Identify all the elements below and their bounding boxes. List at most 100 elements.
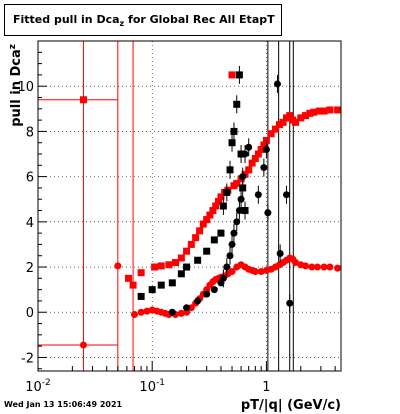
black-mean-point — [203, 290, 211, 298]
black-mean-point — [260, 164, 268, 172]
red-mean-point — [251, 268, 259, 276]
red-sigma-point — [228, 71, 236, 79]
black-sigma-point — [148, 286, 156, 294]
red-mean-point — [320, 263, 328, 271]
x-tick-label-base: 10 — [25, 380, 42, 395]
black-mean-point — [233, 218, 241, 226]
red-sigma-point — [310, 108, 318, 116]
red-sigma-point — [279, 118, 287, 126]
black-sigma-point — [217, 229, 225, 237]
red-sigma-point — [248, 159, 256, 167]
black-sigma-point — [177, 270, 185, 278]
black-sigma-point — [194, 256, 202, 264]
black-sigma-point — [223, 188, 231, 196]
red-sigma-point — [286, 112, 294, 120]
black-sigma-point — [230, 127, 238, 135]
y-axis-label: pull in Dcaz — [8, 44, 24, 127]
black-sigma-point — [241, 207, 249, 215]
red-sigma-point — [214, 197, 222, 205]
chart-title: Fitted pull in Dcaz for Global Rec All E… — [4, 4, 282, 36]
y-tick-label: 8 — [26, 125, 34, 140]
black-sigma-point — [239, 184, 247, 192]
black-sigma-point — [168, 279, 176, 287]
red-sigma-point — [315, 107, 323, 115]
red-mean-point — [143, 307, 151, 315]
black-mean-point — [237, 195, 245, 203]
red-sigma-point — [192, 234, 200, 242]
black-mean-point — [168, 308, 176, 316]
black-mean-point — [262, 145, 270, 153]
black-sigma-point — [137, 292, 145, 300]
red-mean-point — [137, 308, 145, 316]
black-mean-point — [239, 173, 247, 181]
black-mean-point — [286, 299, 294, 307]
plot-frame — [37, 40, 342, 372]
red-mean-point — [131, 310, 139, 318]
red-sigma-point — [260, 141, 268, 149]
red-sigma-point — [212, 202, 220, 210]
black-mean-point — [273, 80, 281, 88]
y-tick-label: 4 — [26, 216, 34, 231]
red-mean-point — [177, 309, 185, 317]
x-tick-label: 10-2 — [25, 378, 51, 395]
black-mean-point — [228, 240, 236, 248]
red-sigma-point — [233, 179, 241, 187]
black-mean-point — [219, 274, 227, 282]
black-sigma-point — [203, 247, 211, 255]
y-tick-label: -2 — [21, 351, 34, 366]
red-sigma-point — [302, 112, 310, 120]
red-sigma-point — [262, 136, 270, 144]
black-sigma-point — [235, 71, 243, 79]
chart-title-main: Fitted pull in Dca — [13, 13, 120, 26]
red-mean-point — [228, 268, 236, 276]
red-mean-point — [308, 263, 316, 271]
red-sigma-point — [124, 274, 132, 282]
black-mean-point — [183, 304, 191, 312]
black-mean-point — [210, 286, 218, 294]
red-sigma-point — [165, 261, 173, 269]
x-tick-label-exp: -1 — [156, 378, 165, 388]
red-sigma-point — [254, 150, 262, 158]
black-sigma-point — [183, 263, 191, 271]
black-sigma-point — [228, 139, 236, 147]
red-sigma-point — [129, 281, 137, 289]
black-mean-point — [241, 150, 249, 158]
chart-title-rest: for Global Rec All EtapT — [124, 13, 275, 26]
grid — [38, 41, 341, 371]
x-tick-label: 1 — [262, 380, 270, 395]
red-sigma-point — [177, 254, 185, 262]
black-mean-point — [194, 297, 202, 305]
black-sigma-point — [157, 281, 165, 289]
black-sigma-point — [219, 202, 227, 210]
red-sigma-point — [267, 130, 275, 138]
x-axis-label: pT/|q| (GeV/c) — [241, 398, 341, 413]
y-tick-label: 6 — [26, 171, 34, 186]
red-sigma-point — [209, 207, 217, 215]
red-mean-point — [114, 262, 122, 270]
chart-title-sub: z — [119, 19, 125, 29]
red-sigma-point — [196, 227, 204, 235]
red-sigma-point — [183, 247, 191, 255]
red-mean-point — [292, 259, 300, 267]
y-tick-label: 0 — [26, 306, 34, 321]
y-axis-label-main: pull in Dca — [9, 49, 24, 127]
black-mean-point — [276, 249, 284, 257]
red-sigma-point — [306, 109, 314, 117]
series-layer — [79, 65, 342, 349]
x-tick-label-base: 1 — [262, 380, 270, 395]
red-sigma-point — [217, 193, 225, 201]
red-sigma-point — [292, 118, 300, 126]
red-sigma-point — [199, 220, 207, 228]
red-mean-point — [79, 341, 87, 349]
black-mean-point — [254, 191, 262, 199]
red-sigma-point — [172, 259, 180, 267]
black-mean-point — [245, 143, 253, 151]
red-sigma-point — [297, 114, 305, 122]
red-sigma-point — [151, 263, 159, 271]
black-mean-point — [226, 252, 234, 260]
black-sigma-point — [210, 236, 218, 244]
red-sigma-point — [326, 106, 334, 114]
black-mean-point — [223, 263, 231, 271]
